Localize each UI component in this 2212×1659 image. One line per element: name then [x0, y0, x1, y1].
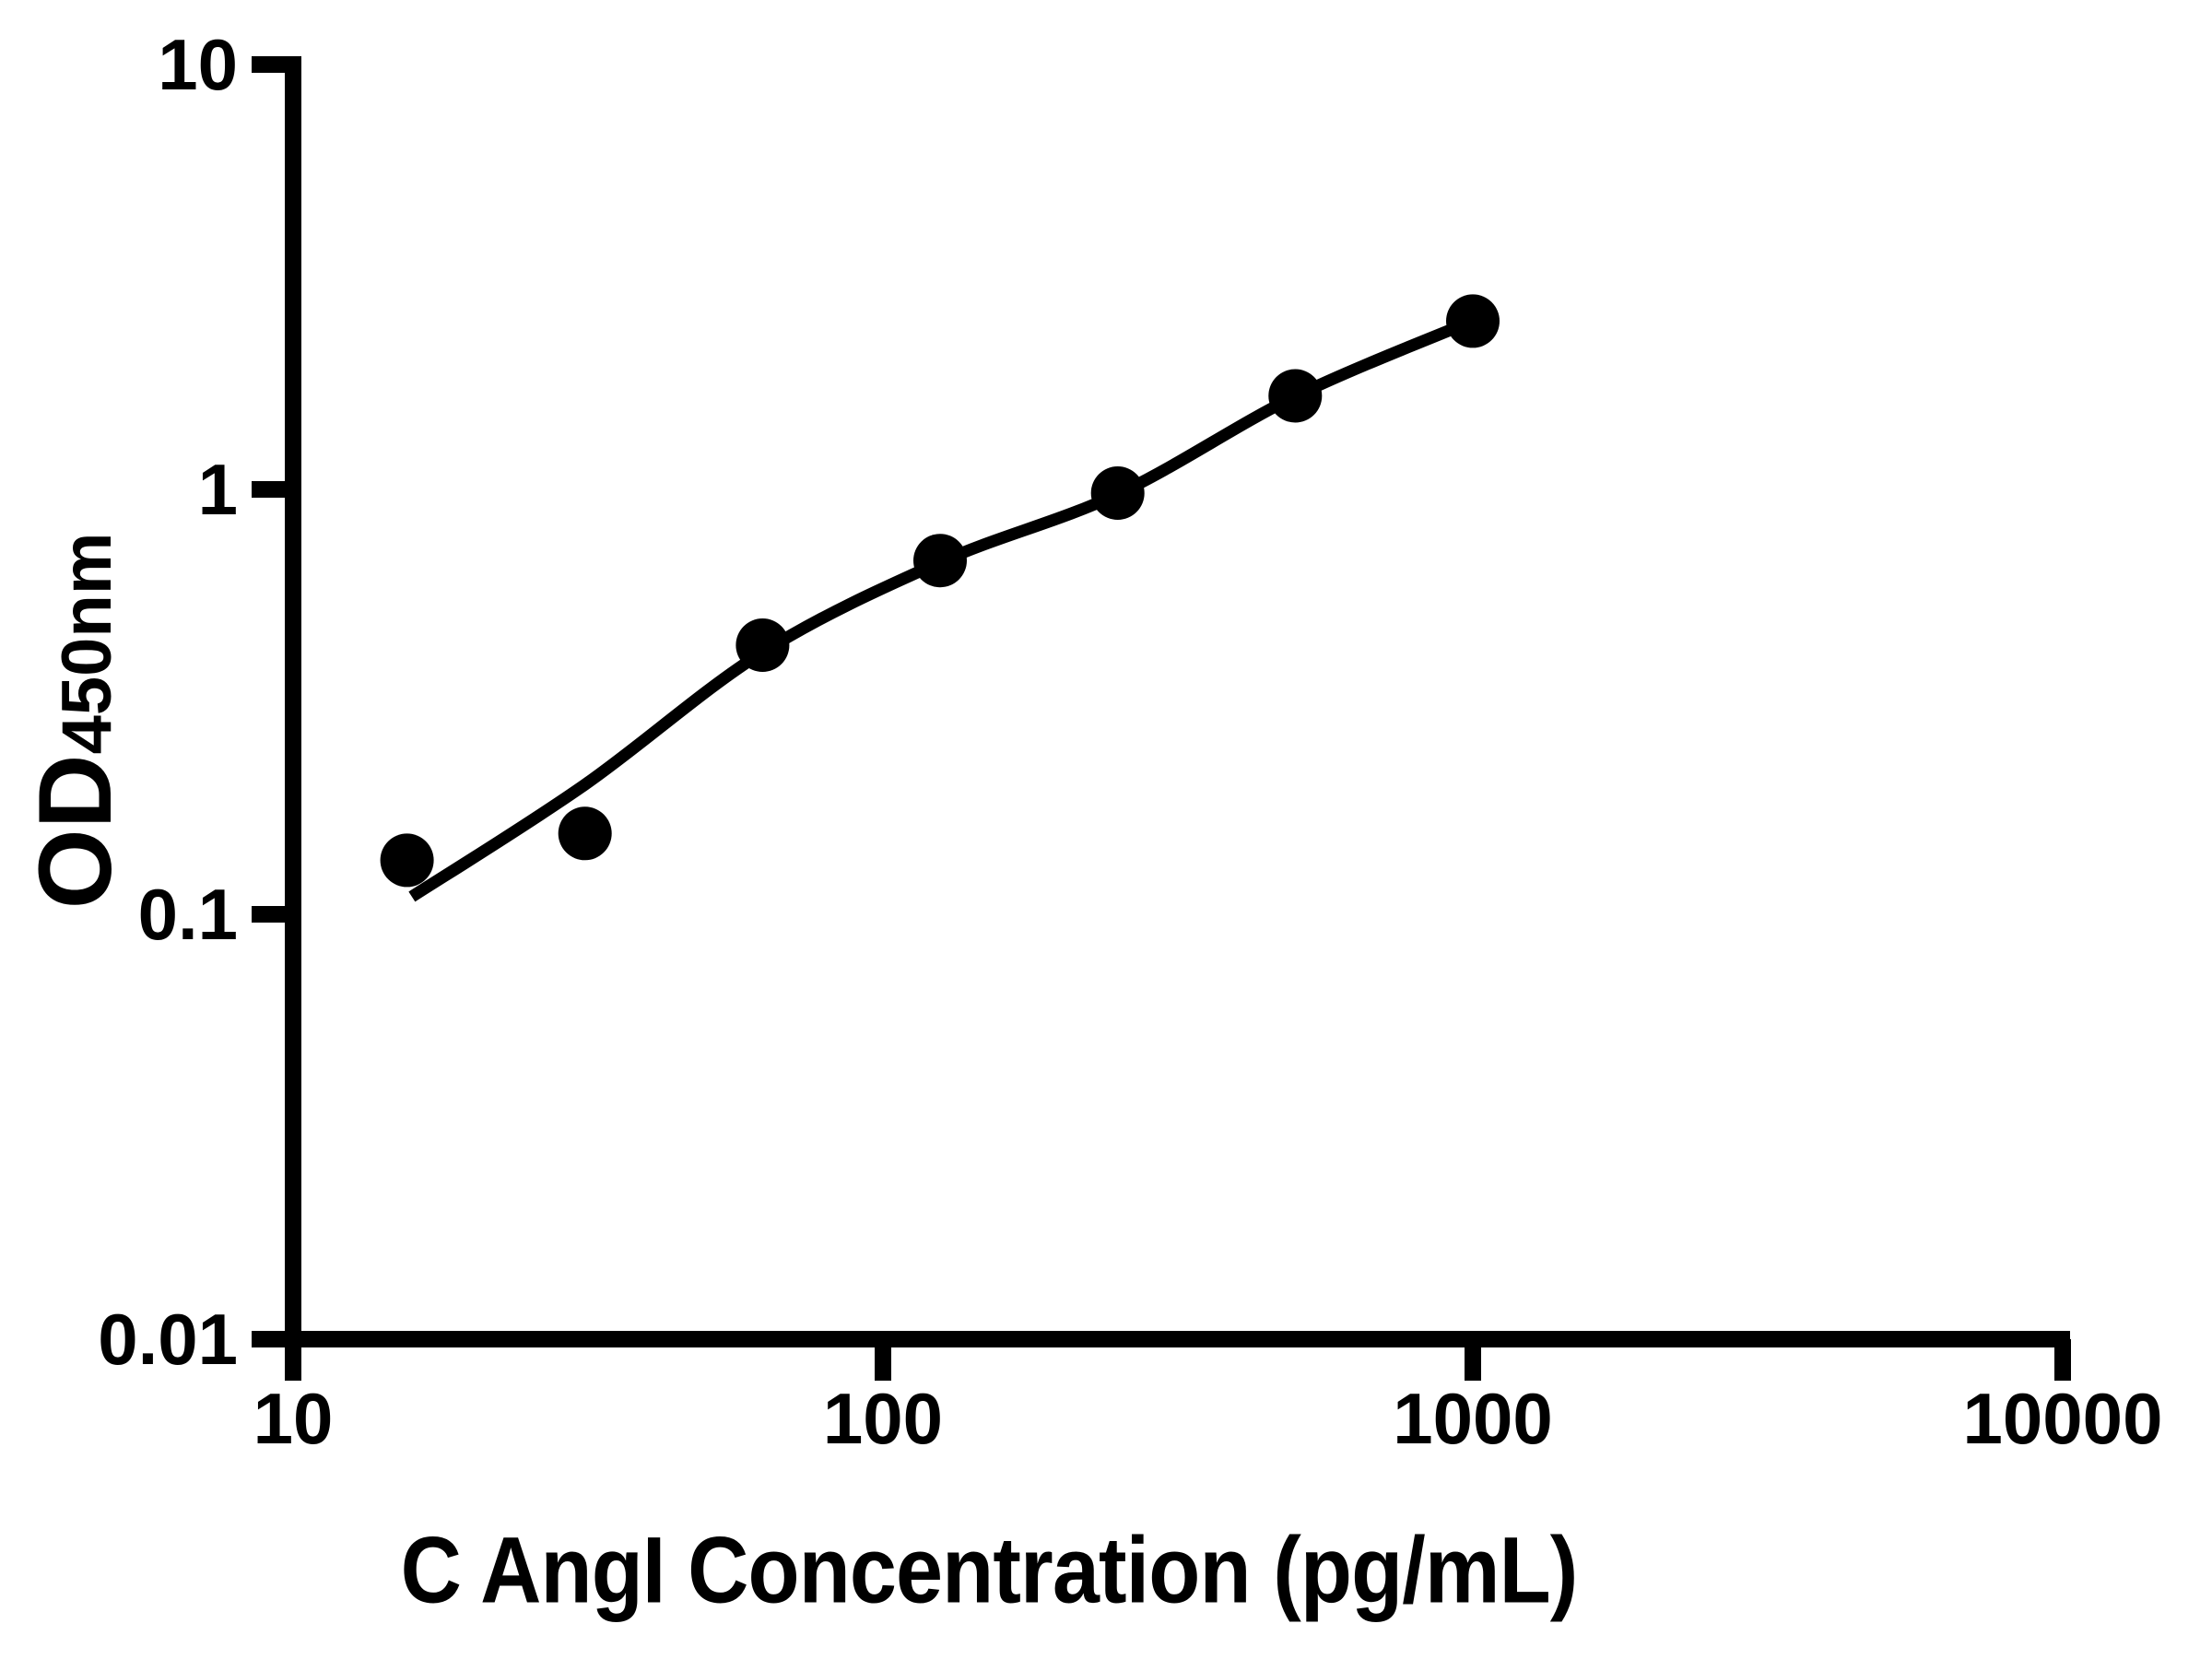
y-axis-title-main: OD	[18, 754, 133, 910]
y-axis-title-sub: 450nm	[48, 532, 126, 755]
data-point	[735, 618, 790, 672]
data-point	[1268, 369, 1323, 423]
x-axis-tick-label: 10	[253, 1378, 334, 1459]
y-axis-tick-label: 10	[158, 24, 238, 105]
x-axis-title: C AngI Concentration (pg/mL)	[400, 1517, 1579, 1623]
data-point	[913, 534, 967, 588]
data-point	[558, 806, 612, 861]
x-axis-tick-label: 1000	[1393, 1378, 1553, 1459]
data-point	[380, 833, 434, 888]
x-axis-tick-label: 10000	[1963, 1378, 2163, 1459]
y-axis-title: OD450nm	[18, 532, 133, 910]
data-point	[1090, 466, 1145, 520]
y-axis-tick-label: 0.01	[98, 1299, 238, 1380]
x-axis-tick-label: 100	[823, 1378, 943, 1459]
y-axis-tick-label: 1	[198, 449, 238, 530]
axes-frame	[285, 56, 2070, 1347]
y-axis-tick-label: 0.1	[138, 874, 238, 955]
data-point	[1446, 294, 1500, 348]
